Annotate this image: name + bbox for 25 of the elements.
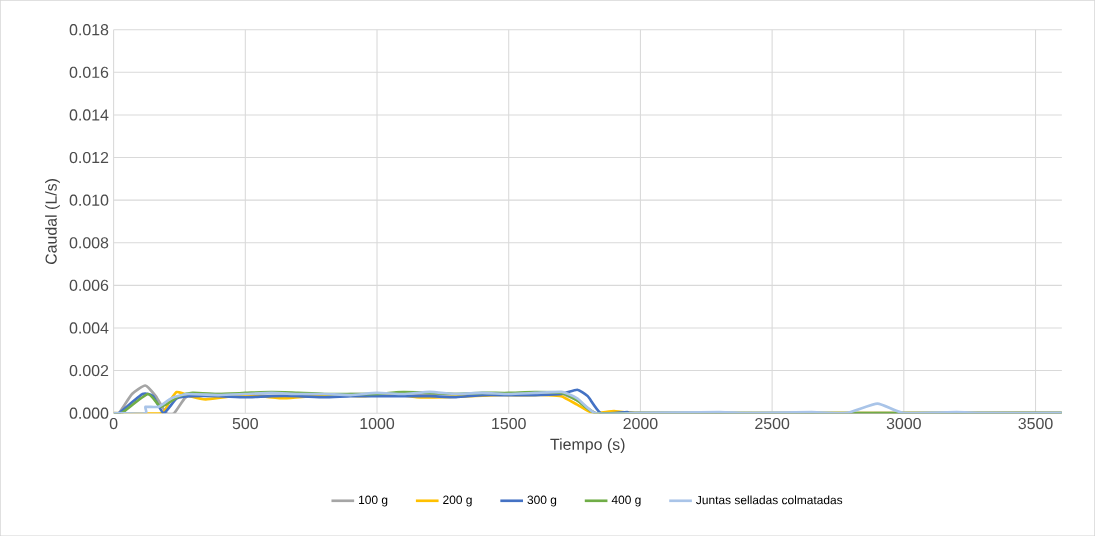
y-tick-label: 0.014 [69,109,109,121]
y-tick-label: 0.004 [69,322,109,334]
y-tick-label: 0.006 [69,279,109,291]
y-axis-title: Caudal (L/s) [45,178,60,264]
legend-label: Juntas selladas colmatadas [696,495,843,505]
y-tick-label: 0.000 [69,407,109,419]
legend-label: 300 g [527,495,557,507]
x-tick-label: 2000 [623,417,658,430]
x-tick-label: 1000 [360,417,395,430]
x-tick-label: 2500 [755,417,790,430]
x-tick-label: 1500 [492,417,526,430]
y-tick-label: 0.012 [69,151,109,164]
x-tick-label: 3500 [1018,417,1053,430]
y-tick-label: 0.016 [69,66,109,78]
x-axis-title: Tiempo (s) [550,438,625,454]
y-tick-label: 0.018 [69,23,109,36]
x-tick-label: 500 [232,417,258,430]
x-tick-label: 0 [109,417,118,430]
legend-label: 200 g [443,495,472,507]
y-tick-label: 0.002 [69,364,109,377]
y-tick-label: 0.010 [69,194,109,206]
x-tick-label: 3000 [886,417,921,430]
y-tick-label: 0.008 [69,237,109,249]
legend-label: 100 g [359,495,388,507]
legend-label: 400 g [611,495,641,507]
